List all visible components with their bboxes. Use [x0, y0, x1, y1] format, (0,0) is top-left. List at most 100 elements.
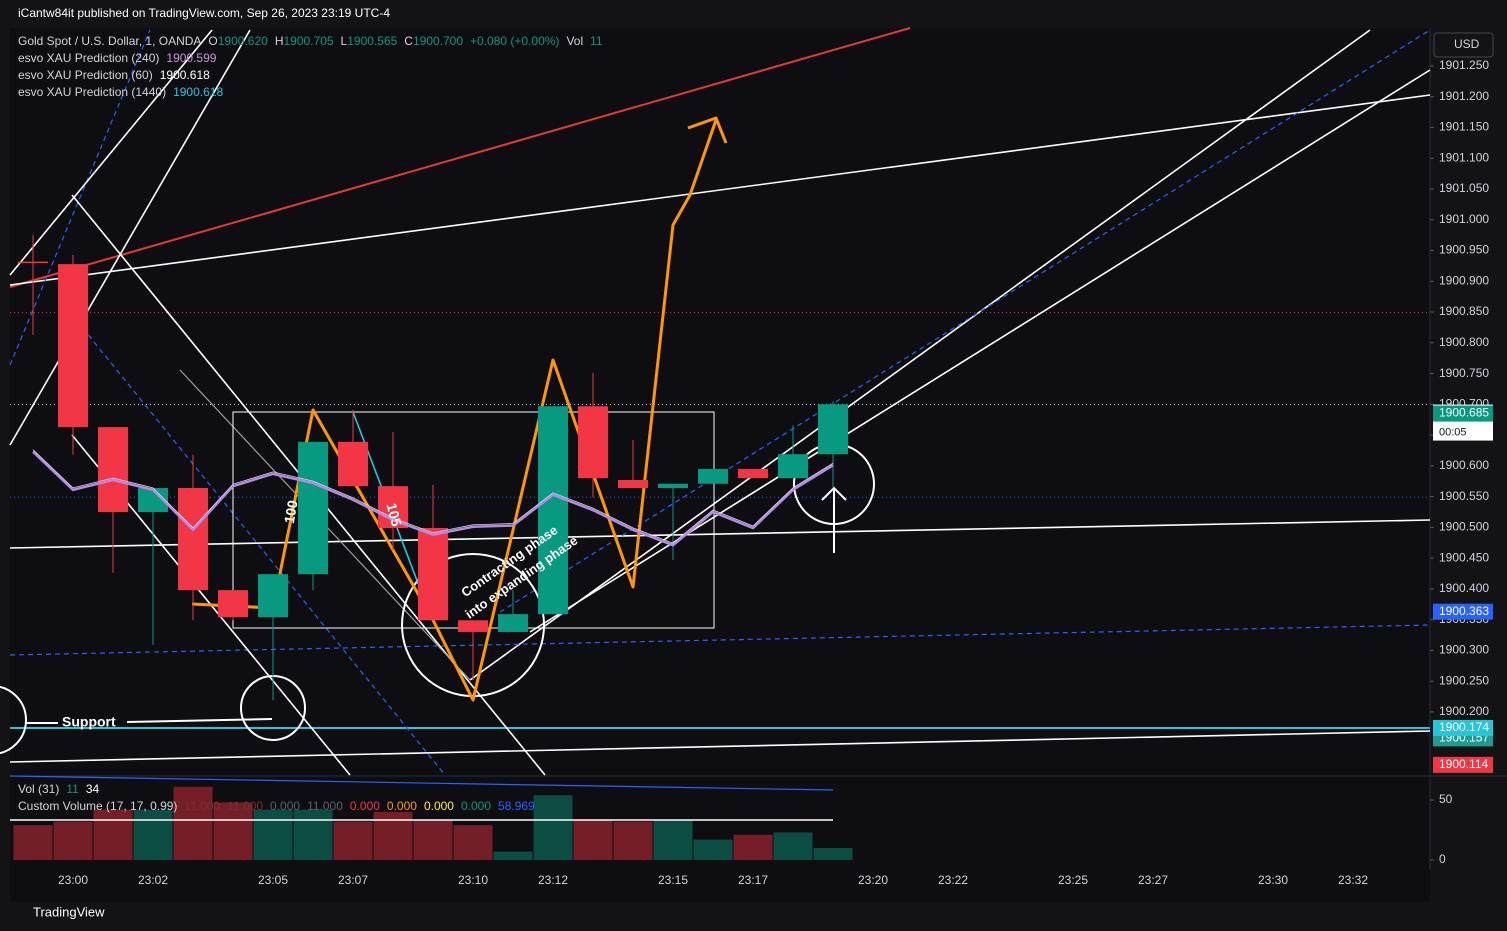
dashed-line: [59, 299, 446, 776]
candle-body: [58, 264, 88, 428]
trend-line: [9, 27, 911, 288]
y-tick-label: 1901.100: [1439, 150, 1489, 164]
price-label-box: [1433, 405, 1493, 422]
y-tick-label: 1900.900: [1439, 273, 1489, 287]
y-tick-label: 1900.800: [1439, 335, 1489, 349]
legend-item: L: [341, 34, 348, 48]
volume-bar: [733, 834, 773, 860]
legend-item: 1900.599: [166, 51, 216, 65]
header: iCantw84it published on TradingView.com,…: [18, 6, 390, 20]
y-tick-label: 1901.200: [1439, 89, 1489, 103]
volume-bar: [213, 802, 253, 860]
legend-item: 11.000: [227, 799, 263, 813]
legend-row: Custom Volume (17, 17, 0.99) 11.000 11.000…: [18, 799, 535, 813]
legend-item: H: [275, 34, 284, 48]
volume-bar: [493, 851, 533, 860]
volume-bar: [253, 809, 293, 860]
candle-body: [818, 404, 848, 455]
legend-item: 0.000: [424, 799, 454, 813]
x-tick-label: 23:10: [458, 873, 488, 887]
candle-body: [138, 488, 168, 513]
x-tick-label: 23:32: [1338, 873, 1368, 887]
legend-row: esvo XAU Prediction (1440) 1900.618: [18, 85, 223, 99]
y-tick-label: 1900.450: [1439, 550, 1489, 564]
candle-body: [738, 468, 768, 479]
legend-item: Custom Volume (17, 17, 0.99): [18, 799, 177, 813]
x-tick-label: 23:25: [1058, 873, 1088, 887]
legend-item: esvo XAU Prediction (240): [18, 51, 159, 65]
projection-path: [191, 119, 718, 702]
grid: [10, 65, 1434, 861]
legend-item: 0.000: [461, 799, 491, 813]
legend-item: 1900.700: [413, 34, 463, 48]
price-label-box: [1433, 719, 1493, 736]
volume-bar: [653, 820, 693, 860]
candle-body: [178, 488, 208, 591]
legend-item: 34: [86, 782, 100, 796]
volume-bar: [53, 821, 93, 860]
trend-line: [9, 730, 1431, 763]
dashed-line: [9, 29, 151, 366]
x-tick-label: 23:02: [138, 873, 168, 887]
legend-item: 1900.620: [218, 34, 268, 48]
legend-item: +0.080 (+0.00%): [470, 34, 559, 48]
candle-body: [618, 480, 648, 489]
legend-item: Vol (31): [18, 782, 59, 796]
legend-item: esvo XAU Prediction (60): [18, 68, 153, 82]
legend-item: C: [404, 34, 413, 48]
custom-volume-line: [9, 775, 834, 791]
candle-body: [538, 406, 568, 615]
legend-item: Vol: [566, 34, 583, 48]
volume-bar: [453, 825, 493, 860]
prediction-line: [32, 449, 834, 544]
legend-item: 1900.618: [160, 68, 210, 82]
volume-bar: [293, 809, 333, 860]
wave-label: 100: [281, 499, 301, 525]
dashed-line: [9, 624, 1431, 656]
price-label-box: [1433, 756, 1493, 773]
candles: [18, 235, 848, 701]
footer: TradingView: [33, 904, 105, 919]
legend: Gold Spot / U.S. Dollar, 1, OANDA O1900.6…: [18, 34, 603, 813]
candle-body: [18, 261, 48, 264]
y-tick-label: 1900.200: [1439, 704, 1489, 718]
legend-item: 11: [590, 34, 603, 48]
price-label: 1900.114: [1439, 757, 1488, 771]
legend-item: 1900.565: [347, 34, 397, 48]
legend-item: 0.000: [270, 799, 300, 813]
volume-bar: [413, 820, 453, 860]
currency-button[interactable]: [1433, 32, 1494, 58]
x-tick-label: 23:00: [58, 873, 88, 887]
circle: [0, 685, 27, 755]
x-tick-label: 23:05: [258, 873, 288, 887]
candle-body: [498, 614, 528, 632]
volume-bar: [533, 795, 573, 860]
price-label: 1900.174: [1439, 720, 1489, 734]
legend-item: 1900.618: [173, 85, 223, 99]
volume-bar: [13, 825, 53, 860]
candle-body: [98, 427, 128, 513]
volume-bar: [173, 786, 213, 860]
legend-item: 0.000: [350, 799, 380, 813]
channel-mid: [499, 29, 1431, 613]
arrowhead: [821, 486, 847, 501]
x-tick-label: 23:12: [538, 873, 568, 887]
y-tick-label: 1901.000: [1439, 212, 1489, 226]
candle-body: [778, 454, 808, 479]
legend-item: esvo XAU Prediction (1440): [18, 85, 166, 99]
y-tick-label: 1900.500: [1439, 520, 1489, 534]
plot-area: [10, 28, 1430, 902]
legend-item: 11.000: [307, 799, 343, 813]
wave-label: 105: [384, 501, 406, 528]
legend-item: Gold Spot / U.S. Dollar, 1, OANDA: [18, 34, 201, 48]
x-tick-label: 23:17: [738, 873, 768, 887]
legend-item: O: [208, 34, 217, 48]
price-label: 1900.363: [1439, 604, 1489, 618]
x-tick-label: 23:20: [858, 873, 888, 887]
prediction-line: [32, 450, 834, 547]
trend-line: [9, 519, 1431, 549]
volume-bar: [693, 839, 733, 860]
price-axis: 1901.250 1901.200 1901.150 1901.100 1901.050…: [58, 58, 1493, 887]
legend-row: Vol (31) 11 34: [18, 782, 100, 796]
